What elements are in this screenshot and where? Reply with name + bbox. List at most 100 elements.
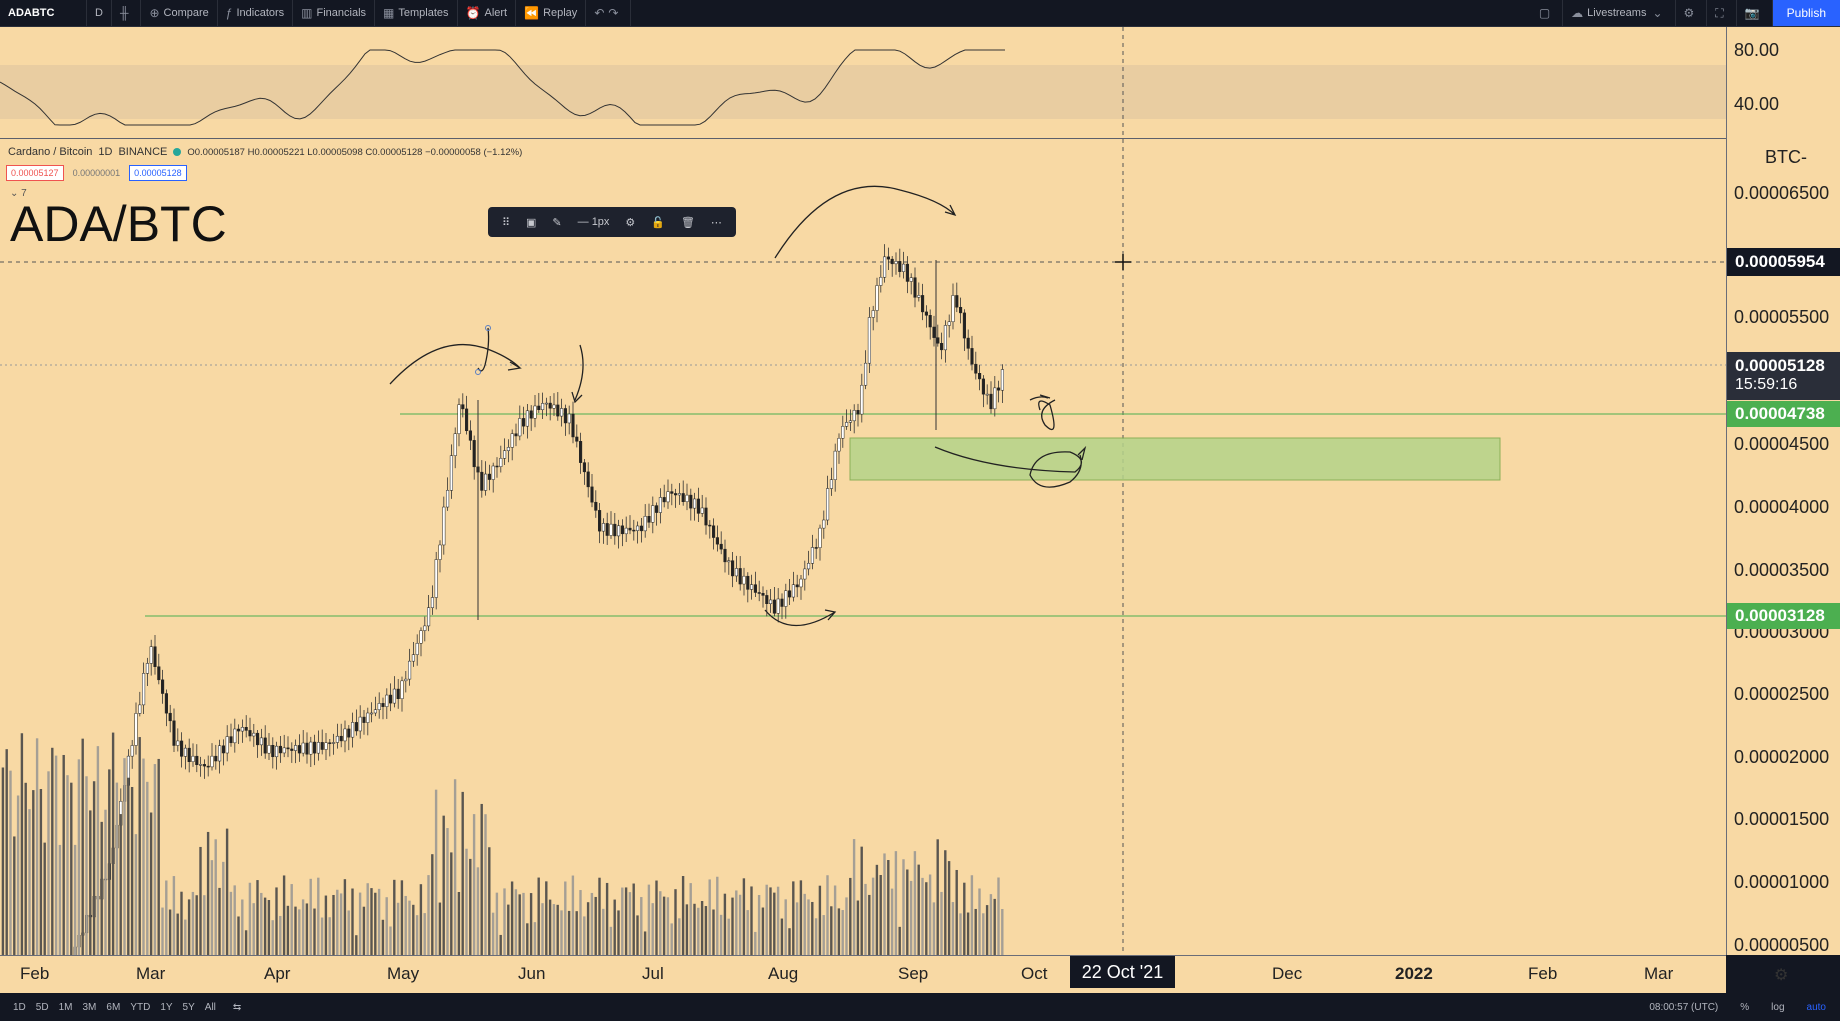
indicators-button[interactable]: ƒ Indicators: [218, 0, 294, 26]
candle: [461, 404, 465, 410]
volume-bar: [279, 915, 282, 955]
range-button[interactable]: 5Y: [182, 1001, 195, 1013]
layout-button[interactable]: ▢: [1531, 0, 1564, 26]
range-button[interactable]: 5D: [35, 1001, 49, 1013]
volume-bar: [351, 888, 354, 955]
date-range-icon[interactable]: ⇆: [232, 1001, 242, 1013]
volume-bar: [89, 810, 92, 955]
main-chart-pane[interactable]: [0, 27, 1726, 955]
candle: [928, 315, 932, 328]
compare-button[interactable]: ⊕ Compare: [141, 0, 218, 26]
time-axis-label: Aug: [768, 964, 799, 983]
financials-button[interactable]: ▥ Financials: [293, 0, 376, 26]
bar-countdown: 15:59:16: [1735, 376, 1798, 393]
drag-handle-icon[interactable]: ⠿: [501, 216, 511, 229]
replay-button[interactable]: ⏪ Replay: [516, 0, 587, 26]
volume-bar: [556, 904, 559, 955]
candle: [347, 728, 351, 738]
candle: [161, 679, 165, 694]
interval-button[interactable]: D: [87, 0, 112, 26]
candle: [533, 405, 537, 419]
volume-bar: [643, 931, 647, 955]
candle: [324, 742, 328, 750]
redo-icon[interactable]: ↷: [608, 6, 619, 20]
price-axis[interactable]: [1726, 27, 1840, 955]
volume-bar: [864, 883, 867, 955]
undo-icon[interactable]: ↶: [594, 6, 605, 20]
utc-clock[interactable]: 08:00:57 (UTC): [1649, 1001, 1719, 1013]
gear-icon[interactable]: ⚙: [1774, 967, 1789, 984]
range-button[interactable]: 1Y: [160, 1001, 173, 1013]
range-button[interactable]: YTD: [130, 1001, 151, 1013]
legend-pair[interactable]: Cardano / Bitcoin: [8, 146, 93, 158]
bid-tag[interactable]: 0.00005127: [6, 165, 64, 181]
price-axis-label: 0.00002000: [1734, 747, 1830, 767]
range-button[interactable]: 6M: [106, 1001, 121, 1013]
volume-bar: [868, 894, 871, 955]
range-button[interactable]: All: [204, 1001, 216, 1013]
gear-icon[interactable]: ⚙: [625, 216, 636, 229]
symbol-search[interactable]: ADABTC: [0, 0, 87, 26]
auto-toggle[interactable]: auto: [1806, 1001, 1826, 1013]
volume-bar: [784, 899, 787, 955]
log-toggle[interactable]: log: [1771, 1001, 1785, 1013]
candle: [362, 716, 366, 723]
trash-icon[interactable]: 🗑: [680, 216, 695, 229]
livestreams-button[interactable]: ☁ Livestreams ⌄: [1563, 0, 1676, 26]
templates-icon[interactable]: ▣: [526, 216, 537, 229]
drawing-toolbar[interactable]: ⠿ ▣ ✎ — 1px ⚙ 🔓 🗑 ⋯: [488, 207, 736, 237]
volume-bar: [191, 891, 195, 955]
time-axis[interactable]: [0, 955, 1726, 994]
candle: [164, 693, 168, 714]
volume-bar: [457, 892, 461, 955]
more-icon[interactable]: ⋯: [710, 216, 722, 229]
candle: [503, 450, 507, 459]
volume-bar: [450, 852, 453, 955]
volume-bar: [947, 861, 951, 955]
volume-bar: [617, 910, 620, 955]
compare-label: Compare: [163, 7, 209, 19]
candle: [556, 404, 560, 417]
volume-bar: [503, 888, 506, 955]
volume-bar: [195, 895, 198, 955]
undo-redo[interactable]: ↶ ↷: [586, 0, 632, 26]
line-width-button[interactable]: — 1px: [577, 216, 610, 228]
range-button[interactable]: 1M: [58, 1001, 73, 1013]
alert-button[interactable]: ⏰ Alert: [458, 0, 517, 26]
ask-tag[interactable]: 0.00005128: [129, 165, 187, 181]
volume-bar: [814, 918, 818, 955]
candle: [966, 337, 970, 349]
demand-zone: [849, 437, 1501, 481]
snapshot-button[interactable]: 📷: [1737, 0, 1773, 26]
settings-button[interactable]: ⚙: [1676, 0, 1708, 26]
volume-bar: [818, 885, 822, 955]
volume-bar: [564, 881, 567, 955]
pencil-icon[interactable]: ✎: [552, 216, 562, 229]
volume-bar: [860, 846, 863, 955]
volume-bar: [666, 897, 670, 955]
volume-bar: [681, 876, 685, 955]
chart-text-annotation[interactable]: ADA/BTC: [10, 196, 227, 252]
percent-toggle[interactable]: %: [1740, 1001, 1750, 1013]
candle: [632, 529, 636, 532]
fullscreen-button[interactable]: ⛶: [1707, 0, 1737, 26]
chart-type-button[interactable]: ╫: [112, 0, 142, 26]
candle: [168, 712, 172, 722]
lock-icon[interactable]: 🔓: [651, 216, 665, 229]
templates-button[interactable]: ▦ Templates: [375, 0, 458, 26]
candle: [639, 525, 643, 532]
indicators-collapse[interactable]: ⌄ 7: [10, 188, 27, 199]
volume-bar: [134, 834, 138, 955]
range-button[interactable]: 3M: [82, 1001, 97, 1013]
price-axis-unit[interactable]: BTC-: [1765, 147, 1807, 167]
range-button[interactable]: 1D: [13, 1001, 26, 1013]
volume-bar: [640, 897, 643, 955]
volume-bar: [419, 884, 423, 955]
volume-bar: [529, 893, 533, 955]
volume-bar: [20, 733, 24, 955]
publish-button[interactable]: Publish: [1772, 0, 1840, 26]
volume-bar: [917, 864, 920, 955]
fullscreen-icon: ⛶: [1715, 5, 1724, 20]
candle: [909, 277, 913, 282]
alert-label: Alert: [484, 7, 508, 19]
